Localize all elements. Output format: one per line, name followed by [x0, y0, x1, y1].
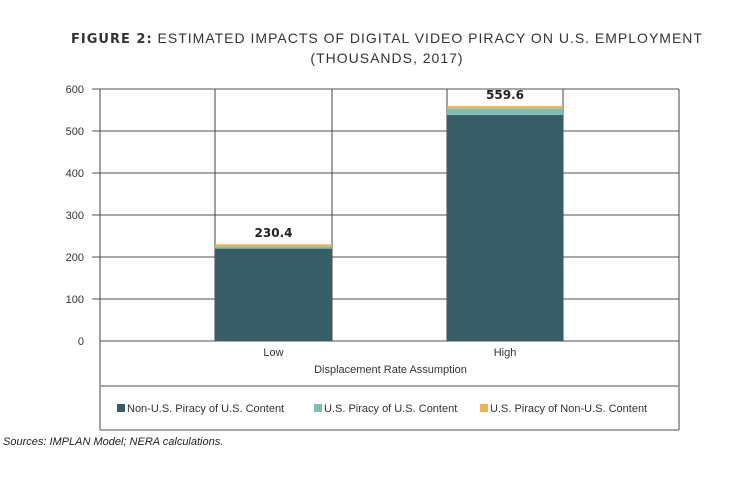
- chart-title-line1: FIGURE 2: ESTIMATED IMPACTS OF DIGITAL V…: [40, 30, 734, 47]
- y-tick-label: 500: [66, 126, 84, 138]
- x-tick-label: Low: [263, 347, 283, 359]
- data-label-total: 559.6: [486, 88, 524, 102]
- x-axis-title: Displacement Rate Assumption: [314, 364, 467, 376]
- x-tick-label: High: [494, 347, 517, 359]
- bar-segment-high-2: [447, 105, 563, 109]
- y-tick-label: 600: [66, 84, 84, 96]
- legend-swatch: [117, 404, 125, 412]
- legend-label: U.S. Piracy of U.S. Content: [324, 403, 457, 415]
- data-label-total: 230.4: [255, 226, 293, 240]
- bar-segment-low-1: [215, 246, 332, 249]
- y-tick-label: 100: [66, 294, 84, 306]
- legend-swatch: [480, 404, 488, 412]
- legend-label: U.S. Piracy of Non-U.S. Content: [490, 403, 647, 415]
- y-tick-label: 300: [66, 210, 84, 222]
- legend-swatch: [314, 404, 322, 412]
- bar-segment-high-1: [447, 108, 563, 116]
- figure-label: FIGURE 2:: [71, 32, 153, 47]
- chart-title: ESTIMATED IMPACTS OF DIGITAL VIDEO PIRAC…: [157, 30, 703, 46]
- bar-segment-low-2: [215, 244, 332, 247]
- legend-label: Non-U.S. Piracy of U.S. Content: [127, 403, 284, 415]
- chart-subtitle: (THOUSANDS, 2017): [310, 50, 464, 66]
- source-note: Sources: IMPLAN Model; NERA calculations…: [3, 436, 224, 448]
- bar-segment-low-0: [215, 248, 332, 341]
- y-tick-label: 0: [78, 336, 84, 348]
- y-tick-label: 400: [66, 168, 84, 180]
- bar-segment-high-0: [447, 115, 563, 341]
- y-tick-label: 200: [66, 252, 84, 264]
